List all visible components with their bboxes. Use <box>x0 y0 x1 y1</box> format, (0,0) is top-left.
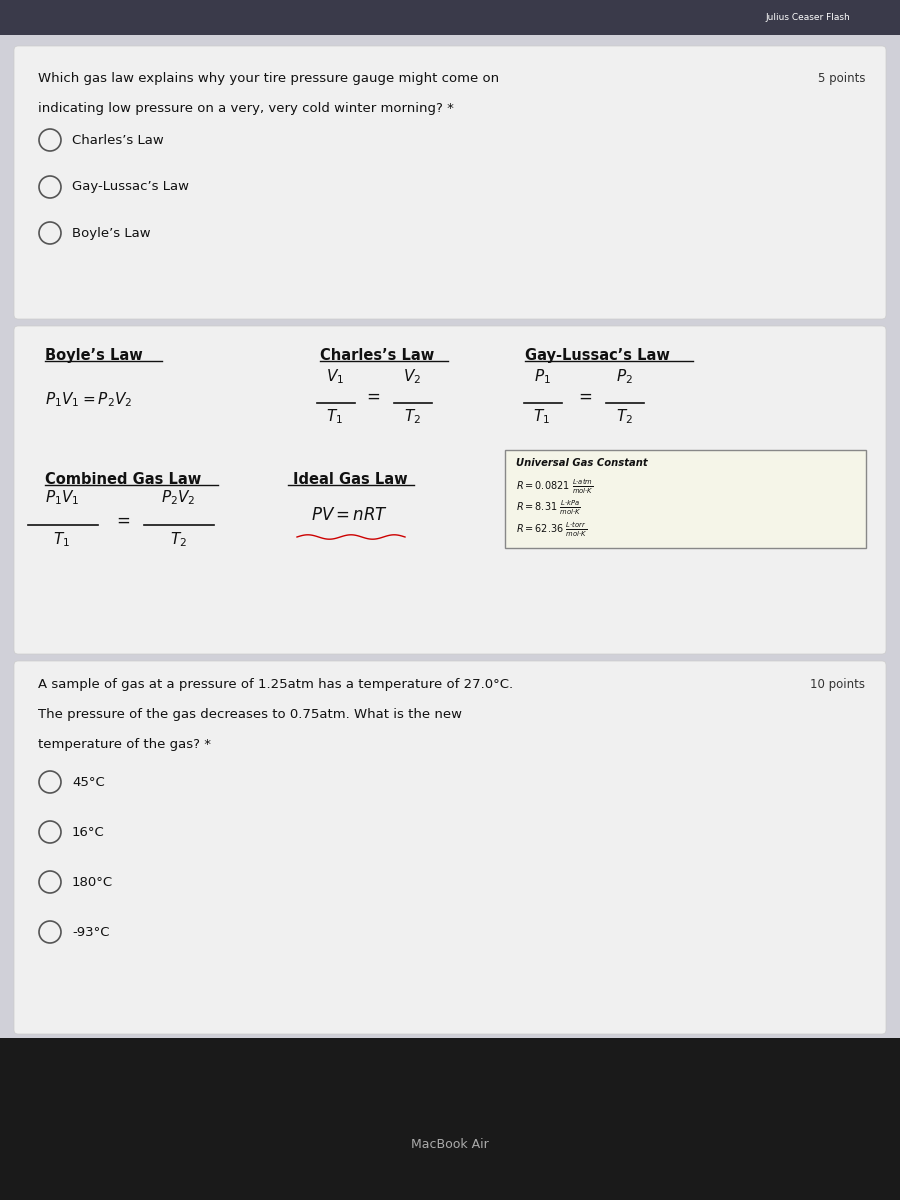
Text: $V_2$: $V_2$ <box>403 367 421 386</box>
Text: A sample of gas at a pressure of 1.25atm has a temperature of 27.0°C.: A sample of gas at a pressure of 1.25atm… <box>38 678 513 691</box>
Text: $T_2$: $T_2$ <box>403 407 420 426</box>
Text: $PV = nRT$: $PV = nRT$ <box>311 506 389 524</box>
Text: Charles’s Law: Charles’s Law <box>320 348 434 362</box>
Text: $T_1$: $T_1$ <box>327 407 344 426</box>
Text: 5 points: 5 points <box>817 72 865 85</box>
Text: Julius Ceaser Flash: Julius Ceaser Flash <box>765 13 850 23</box>
Text: $R = 0.0821\ \frac{L{\cdot}atm}{mol{\cdot}K}$: $R = 0.0821\ \frac{L{\cdot}atm}{mol{\cdo… <box>516 478 594 497</box>
Text: Universal Gas Constant: Universal Gas Constant <box>516 458 648 468</box>
Text: $P_1$: $P_1$ <box>534 367 551 386</box>
Text: indicating low pressure on a very, very cold winter morning? *: indicating low pressure on a very, very … <box>38 102 454 115</box>
Text: $T_1$: $T_1$ <box>534 407 551 426</box>
Text: Which gas law explains why your tire pressure gauge might come on: Which gas law explains why your tire pre… <box>38 72 500 85</box>
Text: MacBook Air: MacBook Air <box>411 1139 489 1152</box>
Text: $T_1$: $T_1$ <box>53 530 70 548</box>
Text: $=$: $=$ <box>575 386 593 406</box>
Text: $P_2$: $P_2$ <box>616 367 633 386</box>
Text: Charles’s Law: Charles’s Law <box>72 133 164 146</box>
Text: $P_1V_1 = P_2V_2$: $P_1V_1 = P_2V_2$ <box>45 390 132 409</box>
Text: 16°C: 16°C <box>72 826 104 839</box>
Text: $=$: $=$ <box>364 386 381 406</box>
Text: 10 points: 10 points <box>810 678 865 691</box>
Text: $=$: $=$ <box>113 511 130 529</box>
Text: $T_2$: $T_2$ <box>616 407 633 426</box>
Text: -93°C: -93°C <box>72 925 110 938</box>
FancyBboxPatch shape <box>14 326 886 654</box>
FancyBboxPatch shape <box>0 0 900 35</box>
FancyBboxPatch shape <box>0 1038 900 1200</box>
FancyBboxPatch shape <box>14 46 886 319</box>
Text: temperature of the gas? *: temperature of the gas? * <box>38 738 211 751</box>
Text: Boyle’s Law: Boyle’s Law <box>45 348 143 362</box>
Text: $R = 8.31\ \frac{L{\cdot}kPa}{mol{\cdot}K}$: $R = 8.31\ \frac{L{\cdot}kPa}{mol{\cdot}… <box>516 499 581 517</box>
Text: Gay-Lussac’s Law: Gay-Lussac’s Law <box>72 180 189 193</box>
Text: Combined Gas Law: Combined Gas Law <box>45 472 202 487</box>
Text: 45°C: 45°C <box>72 775 104 788</box>
FancyBboxPatch shape <box>14 661 886 1034</box>
Text: $V_1$: $V_1$ <box>326 367 344 386</box>
Text: 180°C: 180°C <box>72 876 113 888</box>
Text: $P_1V_1$: $P_1V_1$ <box>45 488 79 506</box>
Text: $T_2$: $T_2$ <box>169 530 186 548</box>
Text: Boyle’s Law: Boyle’s Law <box>72 227 150 240</box>
Text: Gay-Lussac’s Law: Gay-Lussac’s Law <box>525 348 670 362</box>
Text: The pressure of the gas decreases to 0.75atm. What is the new: The pressure of the gas decreases to 0.7… <box>38 708 462 721</box>
FancyBboxPatch shape <box>505 450 866 548</box>
Text: Ideal Gas Law: Ideal Gas Law <box>292 472 408 487</box>
Text: $P_2V_2$: $P_2V_2$ <box>161 488 195 506</box>
Text: $R = 62.36\ \frac{L{\cdot}torr}{mol{\cdot}K}$: $R = 62.36\ \frac{L{\cdot}torr}{mol{\cdo… <box>516 521 588 539</box>
